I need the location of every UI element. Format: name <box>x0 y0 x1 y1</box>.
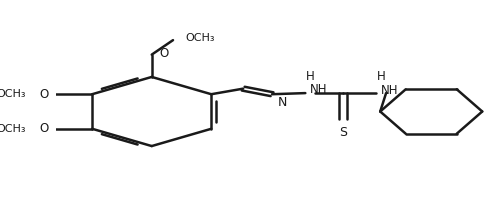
Text: OCH₃: OCH₃ <box>0 89 26 99</box>
Text: H: H <box>376 70 385 83</box>
Text: O: O <box>40 88 48 101</box>
Text: NH: NH <box>381 84 398 97</box>
Text: OCH₃: OCH₃ <box>0 124 26 134</box>
Text: N: N <box>278 96 287 109</box>
Text: S: S <box>339 126 347 139</box>
Text: O: O <box>40 122 48 135</box>
Text: O: O <box>160 47 168 60</box>
Text: NH: NH <box>310 83 328 96</box>
Text: H: H <box>306 70 314 83</box>
Text: OCH₃: OCH₃ <box>186 33 215 43</box>
